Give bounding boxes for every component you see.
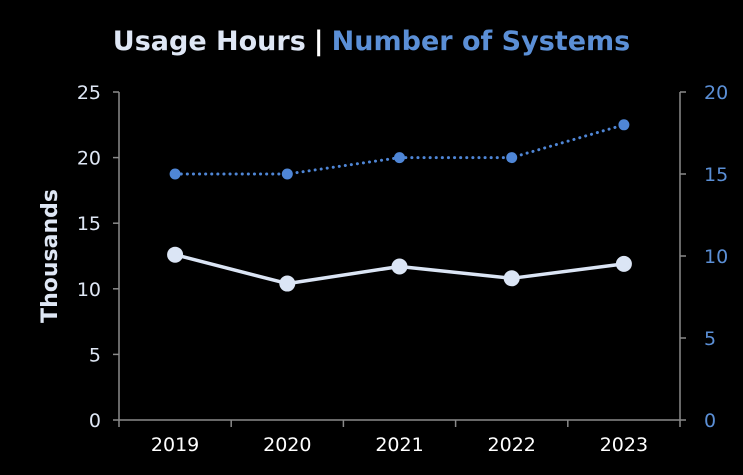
- y-right-tick-label: 5: [704, 328, 716, 350]
- y-right-tick-label: 10: [704, 246, 728, 268]
- number-of-systems-point: [506, 152, 518, 164]
- number-of-systems-point: [394, 152, 405, 164]
- usage-hours-point: [503, 270, 520, 287]
- usage-hours-point: [167, 246, 184, 263]
- y-left-tick-label: 5: [89, 344, 101, 366]
- y-left-tick-label: 15: [77, 213, 101, 235]
- number-of-systems-point: [618, 119, 630, 131]
- number-of-systems-series-line: [173, 123, 626, 176]
- y-left-tick-label: 0: [89, 410, 101, 432]
- y-right-tick-label: 20: [704, 82, 728, 104]
- title-usage-hours: Usage Hours: [112, 26, 306, 57]
- chart-title: Usage Hours | Number of Systems: [0, 22, 743, 62]
- title-number-of-systems: Number of Systems: [331, 26, 631, 57]
- title-separator: |: [313, 26, 324, 57]
- x-tick-label: 2019: [151, 434, 199, 456]
- axes-group: 0 5 10 15 20 25 0 5 10 15 20 2019 2020 2021 2022 2023: [77, 82, 728, 456]
- y-right-tick-label: 15: [704, 164, 728, 186]
- y-axis-left-label: Thousands: [38, 189, 63, 323]
- x-tick-label: 2023: [600, 434, 648, 456]
- x-tick-label: 2022: [488, 434, 536, 456]
- y-left-tick-label: 25: [77, 82, 101, 104]
- number-of-systems-point: [169, 168, 181, 180]
- y-left-tick-label: 20: [77, 148, 101, 170]
- y-right-tick-label: 0: [704, 410, 716, 432]
- x-tick-label: 2021: [375, 434, 423, 456]
- number-of-systems-point: [281, 168, 293, 180]
- usage-hours-point: [391, 258, 408, 275]
- usage-hours-point: [615, 255, 632, 272]
- series-group: [167, 119, 632, 292]
- x-tick-label: 2020: [263, 434, 311, 456]
- usage-hours-point: [279, 275, 296, 292]
- y-left-tick-label: 10: [77, 279, 101, 301]
